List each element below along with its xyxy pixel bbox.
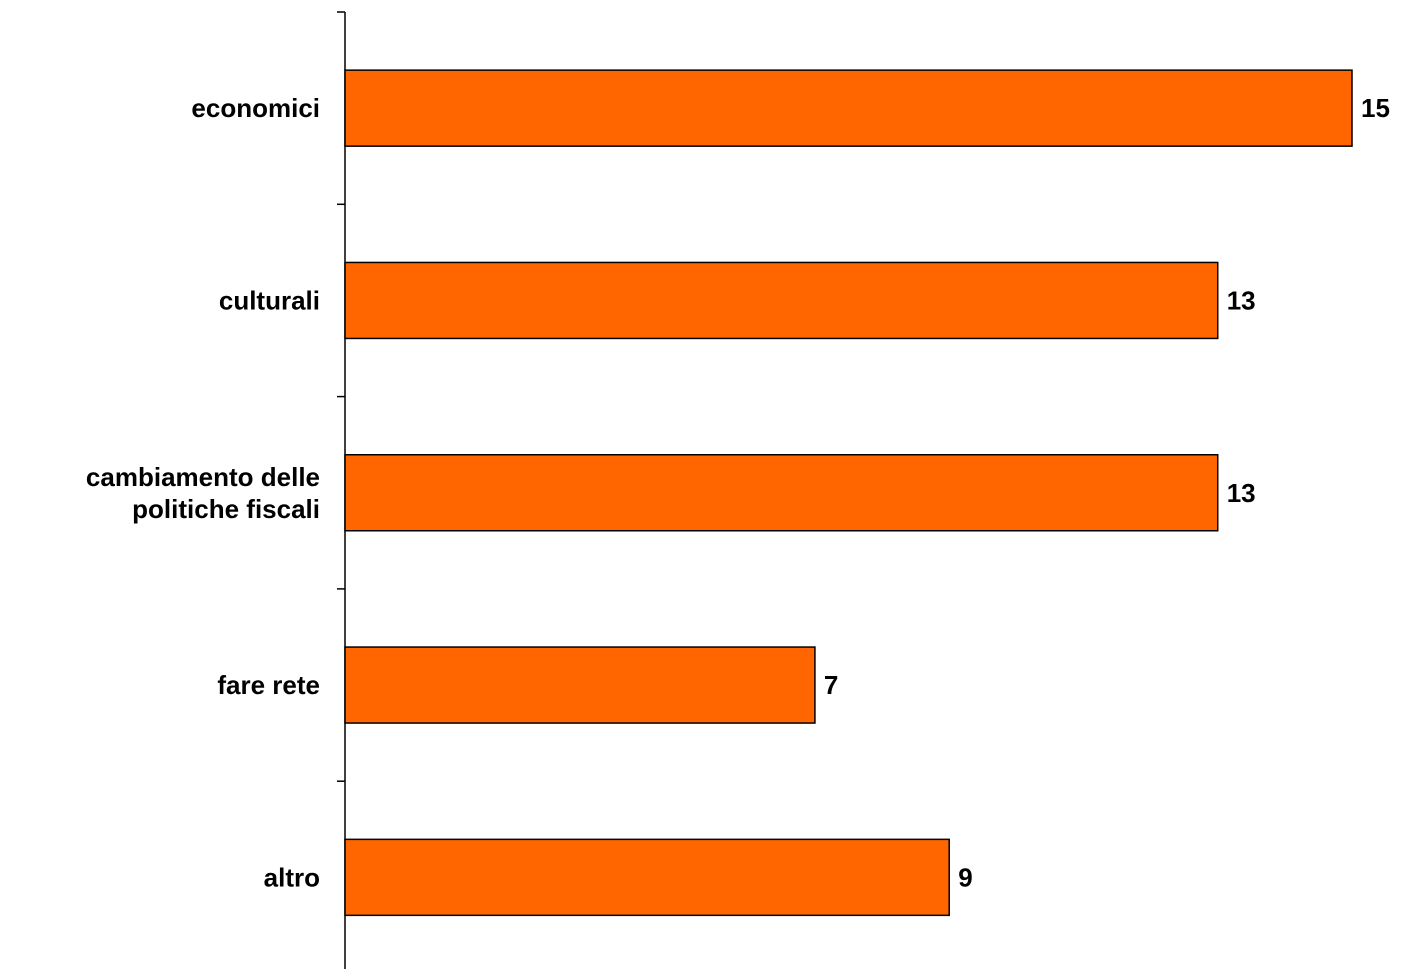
- value-labels: 15 13 13 7 9: [824, 93, 1390, 892]
- category-label: culturali: [219, 285, 320, 315]
- bar: [344, 646, 816, 724]
- category-axis: [337, 11, 346, 969]
- bars: [344, 69, 1353, 917]
- bar: [344, 838, 950, 917]
- data-label: 13: [1227, 285, 1256, 315]
- category-label: economici: [191, 93, 320, 123]
- category-label: altro: [264, 862, 320, 892]
- bar: [344, 69, 1353, 147]
- category-labels: economici culturali cambiamento delle polit…: [86, 93, 320, 892]
- bar: [344, 261, 1219, 340]
- category-label: fare rete: [217, 670, 320, 700]
- data-label: 15: [1361, 93, 1390, 123]
- category-label: cambiamento delle politiche fiscali: [86, 462, 320, 524]
- data-label: 13: [1227, 478, 1256, 508]
- bar: [344, 454, 1219, 532]
- data-label: 9: [958, 862, 972, 892]
- data-label: 7: [824, 670, 838, 700]
